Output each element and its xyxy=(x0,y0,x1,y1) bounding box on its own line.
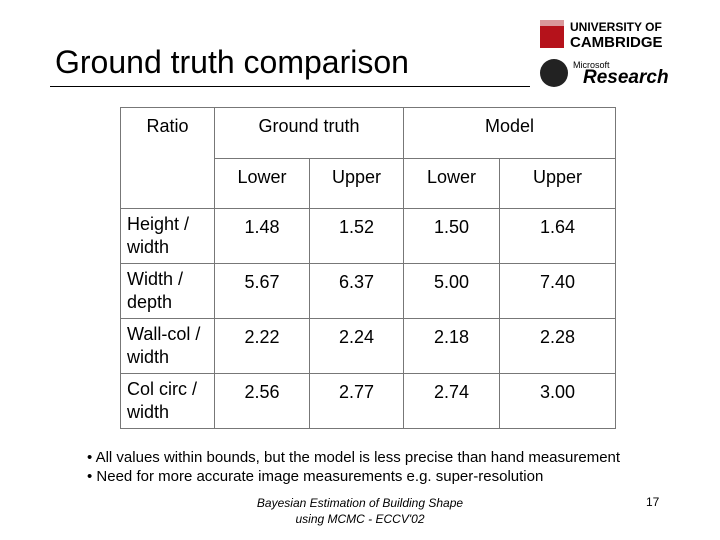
data-row: Height / width 1.48 1.52 1.50 1.64 xyxy=(120,208,616,264)
slide-title: Ground truth comparison xyxy=(55,44,409,80)
value-cell: 3.00 xyxy=(499,373,616,429)
logo-text: CAMBRIDGE xyxy=(570,34,663,51)
value-cell: 1.48 xyxy=(214,208,310,264)
logo-text: UNIVERSITY OF xyxy=(570,20,662,34)
data-row: Wall-col / width 2.22 2.24 2.18 2.28 xyxy=(120,318,616,374)
value-cell: 2.74 xyxy=(403,373,500,429)
msr-icon xyxy=(540,59,568,87)
logo-text: Microsoft xyxy=(573,60,610,70)
value-cell: 1.64 xyxy=(499,208,616,264)
value-cell: 5.00 xyxy=(403,263,500,319)
footer-line: using MCMC - ECCV'02 xyxy=(295,512,425,526)
value-cell: 6.37 xyxy=(309,263,404,319)
bullet: • Need for more accurate image measureme… xyxy=(87,468,544,485)
footer-line: Bayesian Estimation of Building Shape xyxy=(256,496,464,510)
value-cell: 2.77 xyxy=(309,373,404,429)
value-cell: 2.18 xyxy=(403,318,500,374)
subheader-row: Lower Upper Lower Upper xyxy=(121,158,616,209)
value-cell: 2.56 xyxy=(214,373,310,429)
subheader-cell: Upper xyxy=(309,158,404,209)
logos: UNIVERSITY OF CAMBRIDGE Microsoft Resear… xyxy=(540,20,669,88)
value-cell: 2.28 xyxy=(499,318,616,374)
bullet: • All values within bounds, but the mode… xyxy=(87,449,621,466)
logo-text: Research xyxy=(583,67,669,88)
crest-band xyxy=(540,20,564,26)
header-cell: Ground truth xyxy=(214,107,404,159)
page-number: 17 xyxy=(646,495,660,509)
row-label: Col circ / width xyxy=(120,373,215,429)
value-cell: 7.40 xyxy=(499,263,616,319)
subheader-cell: Upper xyxy=(499,158,616,209)
comparison-table: Ratio Ground truth Model Lower Upper Lower Upp… xyxy=(120,107,616,429)
value-cell: 5.67 xyxy=(214,263,310,319)
subheader-cell: Lower xyxy=(214,158,310,209)
data-row: Width / depth 5.67 6.37 5.00 7.40 xyxy=(120,263,616,319)
row-label: Wall-col / width xyxy=(120,318,215,374)
header-cell: Model xyxy=(403,107,616,159)
value-cell: 1.50 xyxy=(403,208,500,264)
subheader-cell: Lower xyxy=(403,158,500,209)
row-label: Height / width xyxy=(120,208,215,264)
data-row: Col circ / width 2.56 2.77 2.74 3.00 xyxy=(120,373,616,429)
header-cell: Ratio xyxy=(120,107,215,209)
value-cell: 2.24 xyxy=(309,318,404,374)
row-label: Width / depth xyxy=(120,263,215,319)
value-cell: 1.52 xyxy=(309,208,404,264)
header-row: Ratio Ground truth Model xyxy=(120,107,616,209)
value-cell: 2.22 xyxy=(214,318,310,374)
title-rule xyxy=(50,86,530,87)
